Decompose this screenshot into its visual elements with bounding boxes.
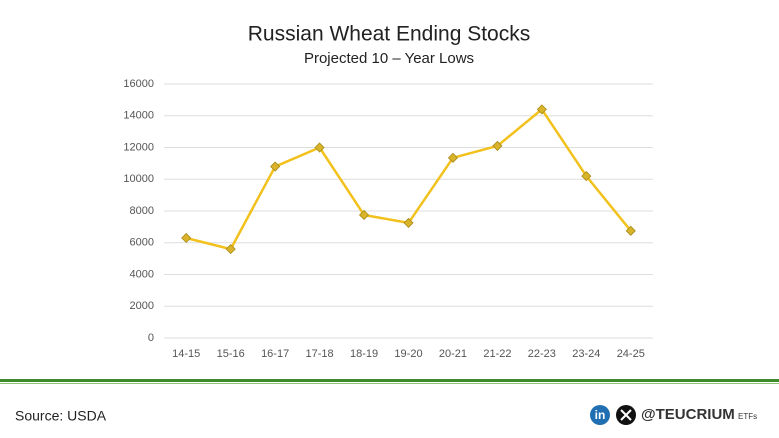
x-tick-label: 23-24 [572,348,600,360]
marker [358,209,370,221]
marker [403,217,414,228]
x-tick-label: 24-25 [617,348,645,360]
y-tick-label: 10000 [123,173,154,185]
handle: @TEUCRIUM [641,406,735,423]
x-tick-label: 14-15 [172,348,200,360]
x-tick-label: 17-18 [306,348,334,360]
x-tick-label: 15-16 [217,348,245,360]
x-icon-stroke [620,409,632,421]
x-tick-label: 19-20 [394,348,422,360]
marker [536,104,547,115]
marker [181,232,192,244]
x-tick-label: 21-22 [483,348,511,360]
y-tick-label: 0 [148,332,154,344]
linkedin-label: in [595,408,606,422]
chart-subtitle: Projected 10 – Year Lows [304,50,474,67]
y-tick-label: 8000 [130,205,154,217]
y-tick-label: 6000 [130,237,154,249]
source: Source: USDA [15,408,107,424]
footer-rule [0,379,779,382]
x-tick-label: 20-21 [439,348,467,360]
y-tick-label: 2000 [130,300,154,312]
y-tick-label: 14000 [123,110,154,122]
linkedin-icon[interactable] [590,405,610,425]
footer-rule-light [0,383,779,384]
y-tick-label: 16000 [123,78,154,90]
x-tick-label: 18-19 [350,348,378,360]
marker [270,161,281,172]
x-tick-label: 16-17 [261,348,289,360]
marker [447,152,459,163]
marker [492,140,503,151]
x-tick-label: 22-23 [528,348,556,360]
y-tick-label: 4000 [130,268,154,280]
marker [581,171,592,182]
handle-suffix: ETFs [738,412,757,421]
marker [225,244,236,255]
y-tick-label: 12000 [123,141,154,153]
chart-title: Russian Wheat Ending Stocks [248,23,530,46]
marker [314,142,325,153]
marker [625,225,636,236]
